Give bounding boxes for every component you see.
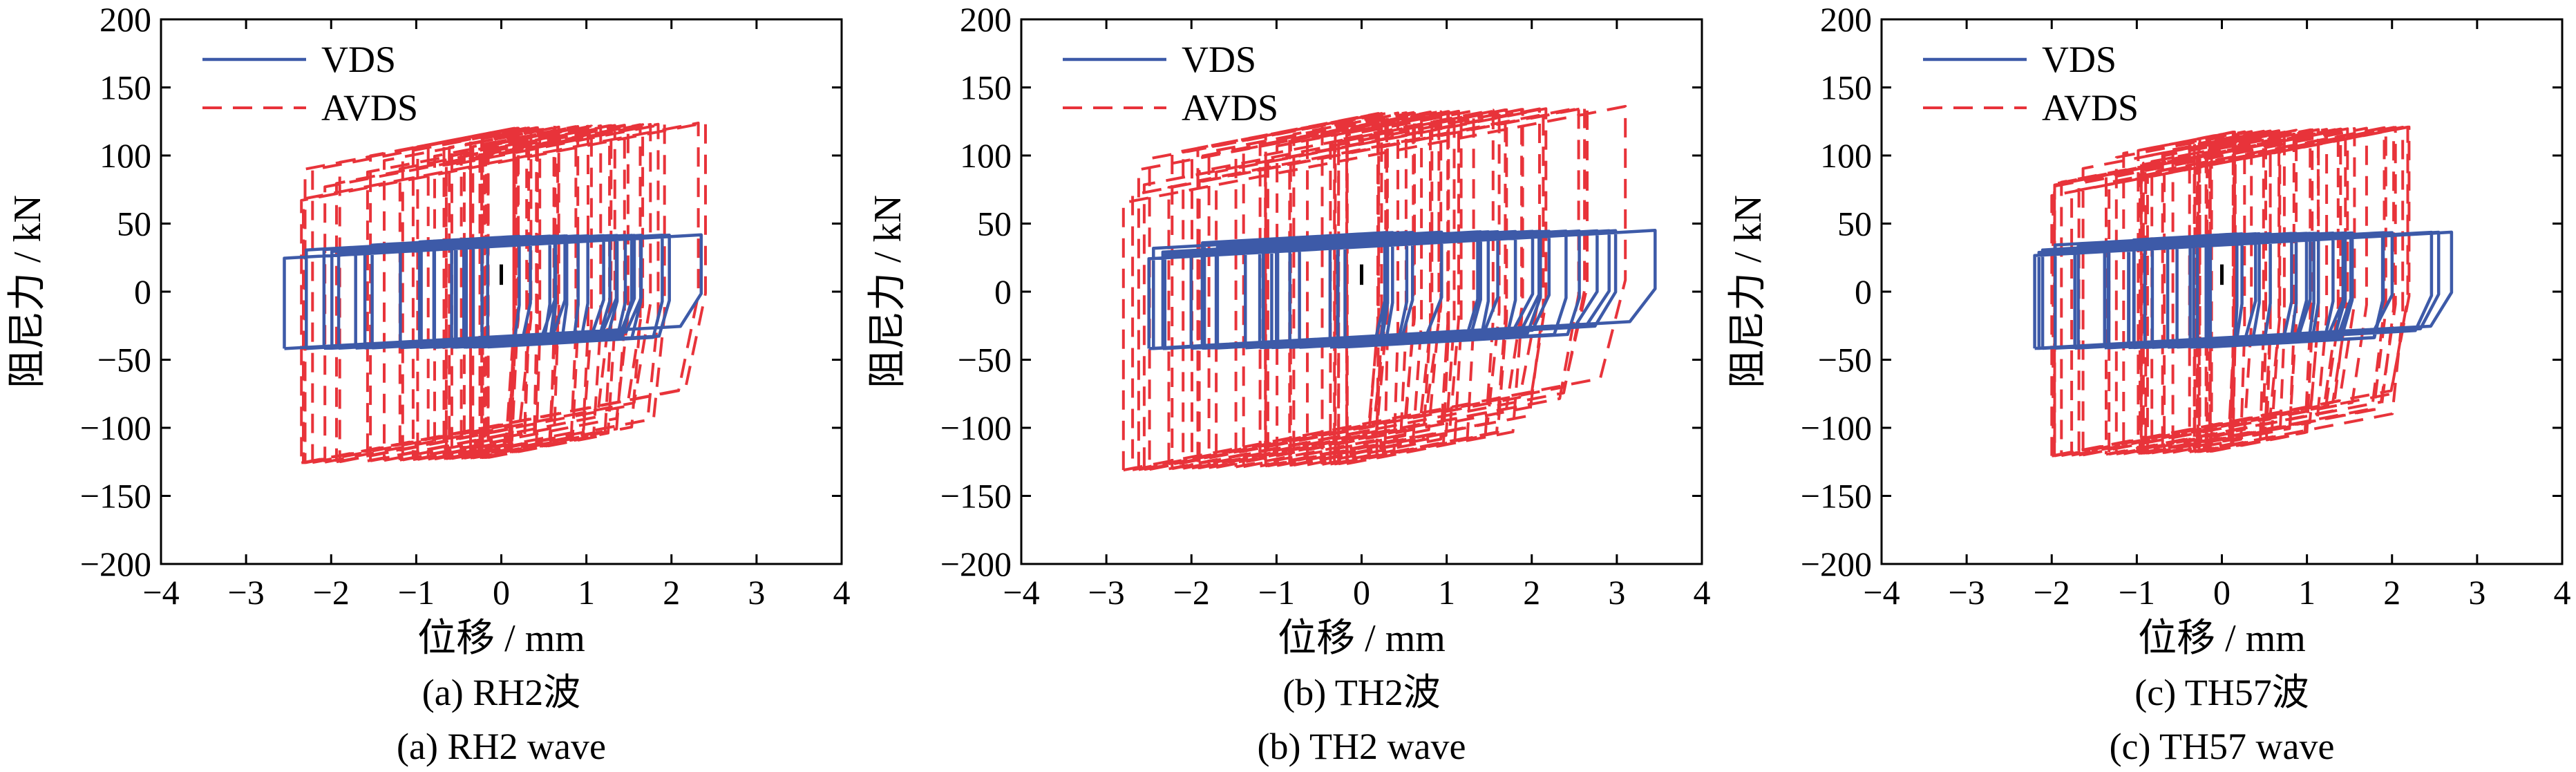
x-tick-label: −3 <box>1088 573 1125 612</box>
legend: VDS AVDS <box>202 39 418 129</box>
series-avds-line <box>1121 104 1627 472</box>
x-tick-label: −1 <box>1258 573 1295 612</box>
x-tick-label: −3 <box>228 573 265 612</box>
legend-label-avds: AVDS <box>321 87 418 129</box>
axes-frame <box>160 18 843 565</box>
legend-label-avds: AVDS <box>2042 87 2139 129</box>
y-tick-label: 50 <box>977 205 1012 243</box>
x-tick-label: 1 <box>2298 573 2315 612</box>
y-tick-label: 150 <box>100 68 151 107</box>
legend: VDS AVDS <box>1063 39 1278 129</box>
caption-en: (c) TH57 wave <box>2110 726 2335 767</box>
y-tick-label: 50 <box>1837 205 1872 243</box>
y-tick-label: 0 <box>134 272 151 311</box>
x-tick-label: −1 <box>2119 573 2155 612</box>
x-tick-label: 2 <box>2383 573 2400 612</box>
caption-en: (a) RH2 wave <box>397 726 606 767</box>
axes-frame <box>1020 18 1703 565</box>
y-tick-label: 100 <box>960 136 1012 175</box>
x-tick-label: 3 <box>2468 573 2485 612</box>
y-tick-label: 200 <box>1820 0 1872 39</box>
x-tick-label: 1 <box>1438 573 1455 612</box>
x-tick-label: 3 <box>1608 573 1625 612</box>
x-tick-label: 4 <box>1694 573 1711 612</box>
x-tick-label: 4 <box>833 573 851 612</box>
plot-area <box>1121 104 1657 472</box>
y-tick-label: −150 <box>80 477 151 516</box>
y-tick-label: −50 <box>97 341 151 379</box>
legend-label-avds: AVDS <box>1182 87 1278 129</box>
series-vds-line <box>2033 230 2454 350</box>
y-tick-label: 100 <box>1820 136 1872 175</box>
x-tick-label: −4 <box>1863 573 1900 612</box>
x-axis-label: 位移 / mm <box>1278 617 1446 660</box>
y-tick-label: −50 <box>1818 341 1872 379</box>
x-axis-label: 位移 / mm <box>2138 617 2306 660</box>
plot-area <box>2033 125 2454 458</box>
chart-panel-1: −4 −3 −2 −1 0 1 2 3 4 −200 −150 −100 −50 0 50 100 150 200… <box>6 0 851 767</box>
caption-en: (b) TH2 wave <box>1258 726 1466 767</box>
x-tick-label: 0 <box>1353 573 1370 612</box>
x-tick-label: −3 <box>1949 573 1985 612</box>
legend: VDS AVDS <box>1923 39 2139 129</box>
plot-area <box>283 121 707 464</box>
axes-frame <box>1880 18 2564 565</box>
y-tick-label: −200 <box>940 545 1012 583</box>
legend-label-vds: VDS <box>2042 39 2116 80</box>
chart-panel-3: −4 −3 −2 −1 0 1 2 3 4 −200 −150 −100 −50 0 50 100 150 200… <box>1727 0 2571 767</box>
x-tick-label: −4 <box>142 573 179 612</box>
y-tick-label: 50 <box>117 205 151 243</box>
y-tick-label: 100 <box>100 136 151 175</box>
y-tick-label: 150 <box>960 68 1012 107</box>
y-tick-label: 150 <box>1820 68 1872 107</box>
x-tick-label: −1 <box>398 573 435 612</box>
y-tick-label: −150 <box>1801 477 1872 516</box>
y-axis-label: 阻尼力 / kN <box>6 195 49 388</box>
legend-label-vds: VDS <box>1182 39 1256 80</box>
y-tick-label: −50 <box>958 341 1012 379</box>
x-tick-label: −2 <box>313 573 350 612</box>
caption-zh: (a) RH2波 <box>422 672 580 713</box>
y-tick-label: 0 <box>1855 272 1872 311</box>
y-tick-label: −200 <box>1801 545 1872 583</box>
chart-panel-2: −4 −3 −2 −1 0 1 2 3 4 −200 −150 −100 −50 0 50 100 150 200… <box>866 0 1711 767</box>
x-tick-label: −4 <box>1003 573 1039 612</box>
x-tick-label: 2 <box>663 573 680 612</box>
x-tick-label: −2 <box>2034 573 2070 612</box>
x-tick-label: 2 <box>1523 573 1540 612</box>
series-avds-line <box>2050 125 2411 458</box>
x-tick-label: 0 <box>493 573 510 612</box>
y-tick-label: −200 <box>80 545 151 583</box>
legend-label-vds: VDS <box>321 39 396 80</box>
x-tick-label: 0 <box>2213 573 2231 612</box>
y-axis-label: 阻尼力 / kN <box>866 195 909 388</box>
caption-zh: (b) TH2波 <box>1282 672 1440 713</box>
x-axis-label: 位移 / mm <box>417 617 585 660</box>
y-tick-label: −150 <box>940 477 1012 516</box>
series-vds-line <box>283 233 703 350</box>
y-tick-label: −100 <box>940 408 1012 447</box>
x-tick-label: 1 <box>578 573 595 612</box>
y-tick-label: 0 <box>994 272 1012 311</box>
series-vds-line <box>1147 229 1657 350</box>
caption-zh: (c) TH57波 <box>2134 672 2309 713</box>
x-tick-label: 4 <box>2554 573 2571 612</box>
y-tick-label: −100 <box>80 408 151 447</box>
x-tick-label: 3 <box>748 573 765 612</box>
y-axis-label: 阻尼力 / kN <box>1727 195 1770 388</box>
y-tick-label: 200 <box>100 0 151 39</box>
x-tick-label: −2 <box>1173 573 1210 612</box>
y-tick-label: −100 <box>1801 408 1872 447</box>
y-tick-label: 200 <box>960 0 1012 39</box>
series-avds-line <box>300 121 707 464</box>
